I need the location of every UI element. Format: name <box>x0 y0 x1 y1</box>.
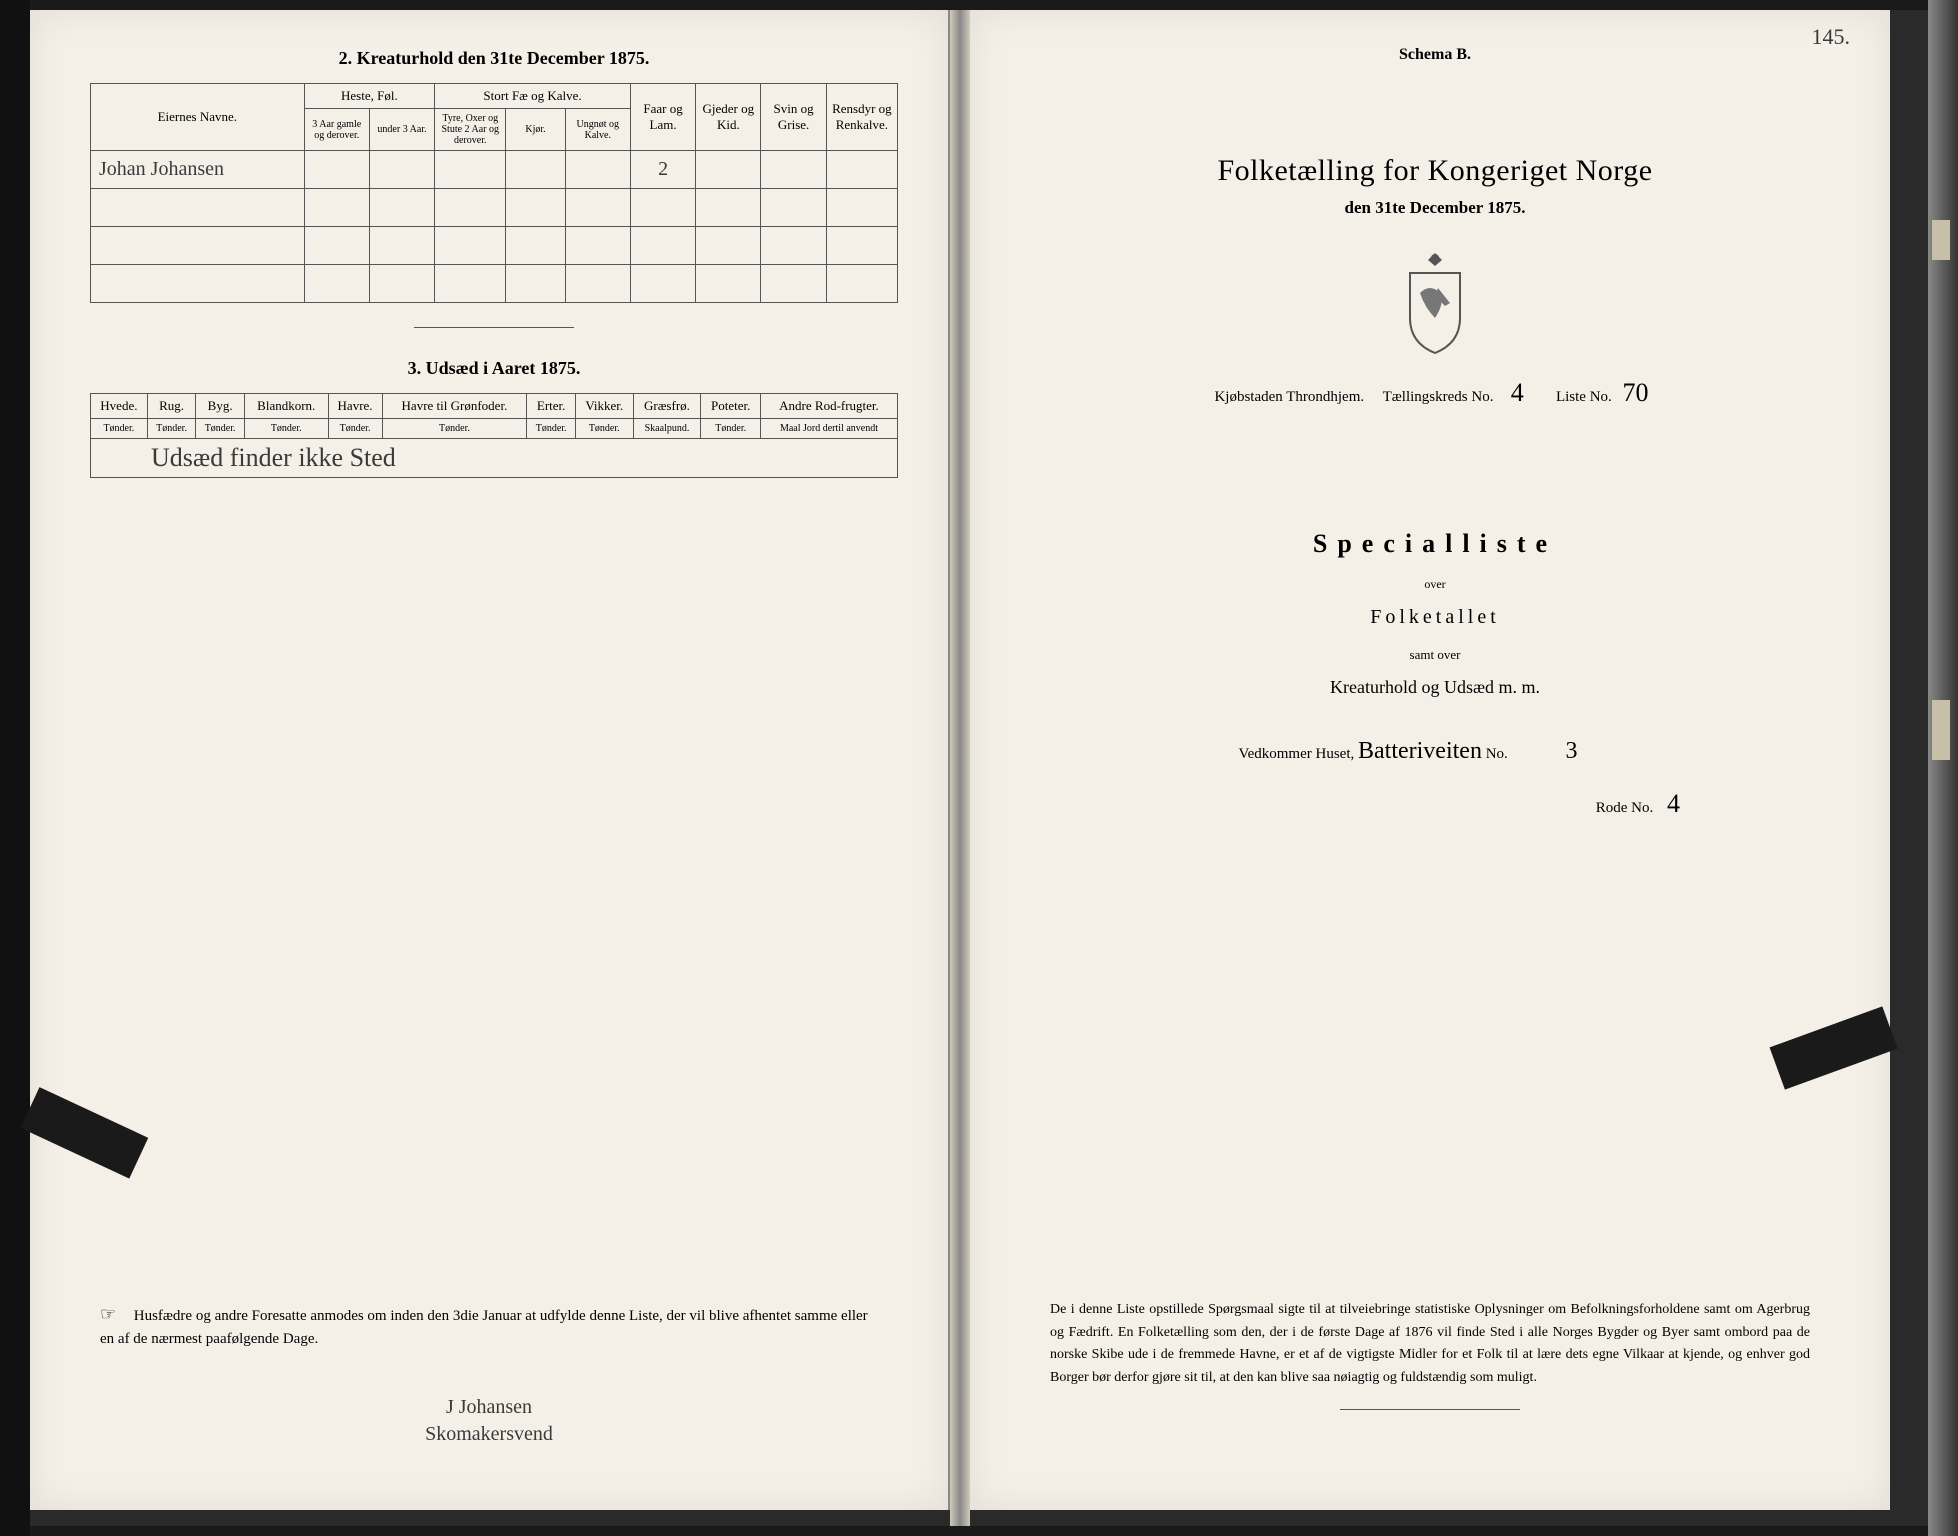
house-number: 3 <box>1512 738 1632 765</box>
section-3-title: 3. Udsæd i Aaret 1875. <box>90 358 898 379</box>
col-havre: Havre. <box>328 394 382 419</box>
col-reindeer: Rensdyr og Renkalve. <box>826 84 897 151</box>
unit: Tønder. <box>196 419 245 439</box>
col-graesfro: Græsfrø. <box>633 394 701 419</box>
house-line: Vedkommer Huset, Batteriveiten No. 3 <box>1040 738 1830 765</box>
signature-block: J Johansen Skomakersvend <box>30 1392 948 1450</box>
col-hvede: Hvede. <box>91 394 148 419</box>
col-havre-gron: Havre til Grønfoder. <box>382 394 527 419</box>
page-clip <box>1770 1006 1898 1089</box>
city-label: Kjøbstaden Throndhjem. <box>1214 389 1364 405</box>
page-tab <box>1932 220 1950 260</box>
right-footnote: De i denne Liste opstillede Spørgsmaal s… <box>1050 1299 1810 1410</box>
unit: Tønder. <box>147 419 196 439</box>
book-spread: 2. Kreaturhold den 31te December 1875. E… <box>30 10 1928 1526</box>
livestock-table: Eiernes Navne. Heste, Føl. Stort Fæ og K… <box>90 83 898 303</box>
folketallet-heading: Folketallet <box>1040 606 1830 629</box>
sheep-count: 2 <box>630 151 695 189</box>
col-horses-3: 3 Aar gamle og derover. <box>304 109 369 151</box>
unit: Tønder. <box>527 419 576 439</box>
page-clip <box>20 1087 148 1178</box>
book-spine <box>950 10 970 1526</box>
col-byg: Byg. <box>196 394 245 419</box>
cell <box>304 151 369 189</box>
signature-name: J Johansen <box>30 1396 948 1419</box>
section-2-title: 2. Kreaturhold den 31te December 1875. <box>90 48 898 69</box>
col-owner: Eiernes Navne. <box>91 84 305 151</box>
cell <box>826 151 897 189</box>
unit: Tønder. <box>91 419 148 439</box>
cell <box>506 151 565 189</box>
cell <box>435 151 506 189</box>
table-row <box>91 227 898 265</box>
table-row <box>91 189 898 227</box>
col-cattle-bulls: Tyre, Oxer og Stute 2 Aar og derover. <box>435 109 506 151</box>
col-poteter: Poteter. <box>701 394 761 419</box>
col-blandkorn: Blandkorn. <box>244 394 328 419</box>
col-erter: Erter. <box>527 394 576 419</box>
col-rug: Rug. <box>147 394 196 419</box>
unit: Maal Jord dertil anvendt <box>760 419 897 439</box>
list-number: 70 <box>1616 378 1656 409</box>
unit: Tønder. <box>701 419 761 439</box>
col-vikker: Vikker. <box>575 394 633 419</box>
unit: Tønder. <box>328 419 382 439</box>
district-label: Tællingskreds No. <box>1383 389 1494 405</box>
table-row: Udsæd finder ikke Sted <box>91 439 898 478</box>
col-andre: Andre Rod-frugter. <box>760 394 897 419</box>
left-page: 2. Kreaturhold den 31te December 1875. E… <box>30 10 950 1510</box>
list-label: Liste No. <box>1556 389 1612 405</box>
schema-label: Schema B. <box>1040 46 1830 64</box>
specialliste-heading: Specialliste <box>1040 529 1830 559</box>
unit: Tønder. <box>575 419 633 439</box>
divider <box>1340 1409 1520 1410</box>
left-footnote: ☞ Husfædre og andre Foresatte anmodes om… <box>100 1301 878 1351</box>
col-cattle-young: Ungnøt og Kalve. <box>565 109 630 151</box>
table-row: Johan Johansen 2 <box>91 151 898 189</box>
unit: Tønder. <box>382 419 527 439</box>
census-date: den 31te December 1875. <box>1040 198 1830 218</box>
over-label: over <box>1040 577 1830 592</box>
unit: Tønder. <box>244 419 328 439</box>
owner-name: Johan Johansen <box>91 151 305 189</box>
page-tab <box>1932 700 1950 760</box>
district-number: 4 <box>1497 378 1537 409</box>
col-horses-u3: under 3 Aar. <box>369 109 434 151</box>
rode-number: 4 <box>1657 789 1680 818</box>
cell <box>761 151 826 189</box>
col-cattle: Stort Fæ og Kalve. <box>435 84 631 109</box>
col-horses: Heste, Føl. <box>304 84 435 109</box>
house-no-label: No. <box>1486 746 1508 762</box>
col-goats: Gjeder og Kid. <box>696 84 761 151</box>
cell <box>369 151 434 189</box>
footnote-text: Husfædre og andre Foresatte anmodes om i… <box>100 1308 868 1347</box>
pointing-hand-icon: ☞ <box>100 1301 130 1328</box>
divider <box>414 327 574 328</box>
rode-label: Rode No. <box>1596 800 1654 816</box>
col-cattle-cows: Kjør. <box>506 109 565 151</box>
samt-over-label: samt over <box>1040 647 1830 663</box>
census-title: Folketælling for Kongeriget Norge <box>1040 154 1830 188</box>
seed-table: Hvede. Rug. Byg. Blandkorn. Havre. Havre… <box>90 393 898 478</box>
coat-of-arms-icon <box>1390 248 1480 358</box>
col-pigs: Svin og Grise. <box>761 84 826 151</box>
page-number: 145. <box>1812 24 1851 50</box>
book-edge-left <box>0 0 30 1536</box>
locality-line: Kjøbstaden Throndhjem. Tællingskreds No.… <box>1040 378 1830 409</box>
cell <box>696 151 761 189</box>
right-footnote-text: De i denne Liste opstillede Spørgsmaal s… <box>1050 1302 1810 1384</box>
seed-entry: Udsæd finder ikke Sted <box>91 439 898 478</box>
col-sheep: Faar og Lam. <box>630 84 695 151</box>
table-row <box>91 265 898 303</box>
unit: Skaalpund. <box>633 419 701 439</box>
house-name: Batteriveiten <box>1358 738 1482 765</box>
right-page: 145. Schema B. Folketælling for Kongerig… <box>970 10 1890 1510</box>
house-label: Vedkommer Huset, <box>1238 746 1354 762</box>
kreatur-heading: Kreaturhold og Udsæd m. m. <box>1040 677 1830 698</box>
cell <box>565 151 630 189</box>
signature-title: Skomakersvend <box>30 1423 948 1446</box>
rode-line: Rode No. 4 <box>1040 789 1830 819</box>
